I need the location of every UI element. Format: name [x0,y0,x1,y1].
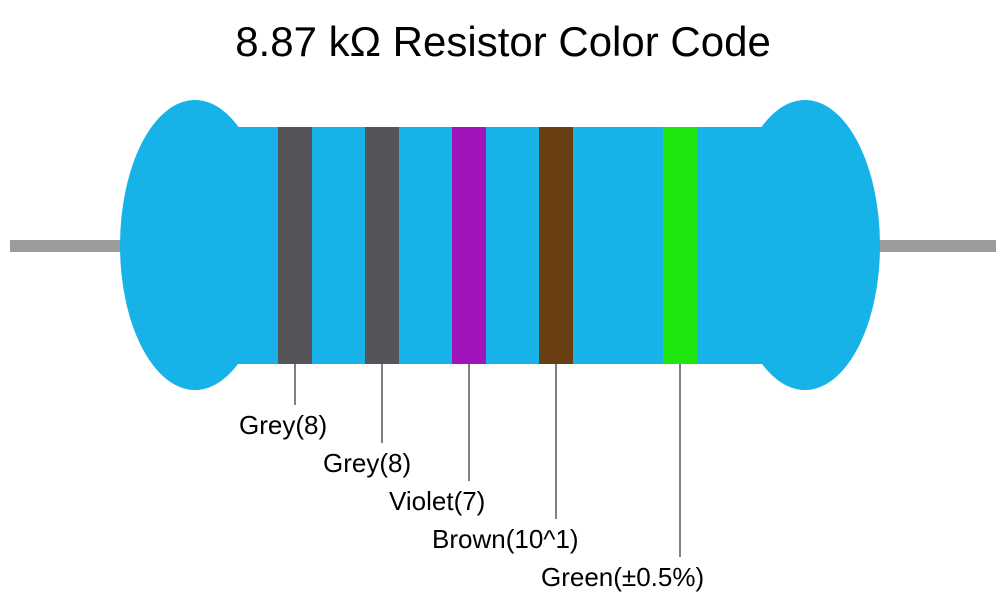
band-5-label: Green(±0.5%) [541,562,704,593]
band-3-label: Violet(7) [389,486,485,517]
band-5 [663,127,697,364]
resistor-diagram [0,0,1006,607]
resistor-body [120,100,880,390]
band-2 [365,127,399,364]
band-3 [452,127,486,364]
band-1 [278,127,312,364]
band-4 [539,127,573,364]
band-2-label: Grey(8) [323,448,411,479]
band-1-label: Grey(8) [239,410,327,441]
band-4-label: Brown(10^1) [432,524,579,555]
